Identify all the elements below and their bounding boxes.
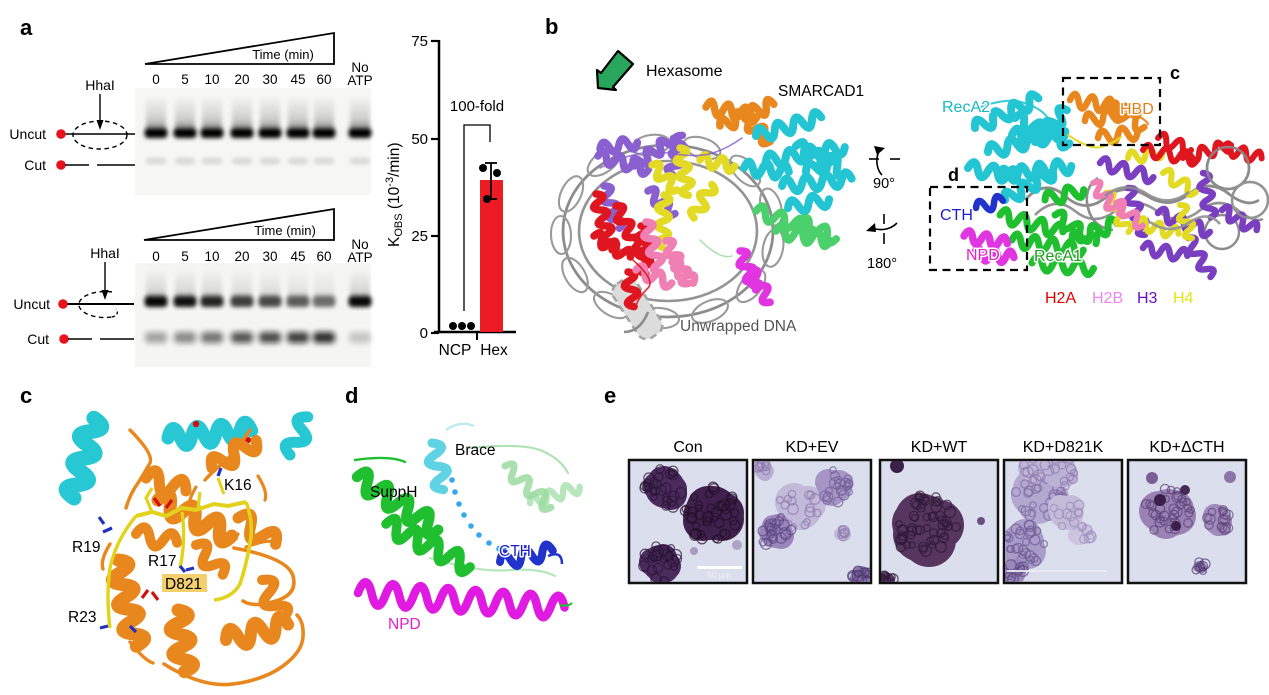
svg-text:R19: R19 [72,539,100,556]
svg-text:ATP: ATP [347,250,372,265]
svg-text:NPD: NPD [388,616,421,633]
svg-text:R17: R17 [148,553,176,570]
svg-text:90°: 90° [873,176,895,192]
svg-text:H2B: H2B [1092,290,1123,307]
svg-text:d: d [948,165,959,185]
svg-text:c: c [20,383,32,408]
svg-text:K16: K16 [224,477,252,494]
svg-text:H4: H4 [1173,290,1194,307]
svg-text:KD+WT: KD+WT [911,439,968,456]
svg-text:NCP: NCP [439,342,472,359]
svg-text:30: 30 [262,249,277,264]
svg-text:0: 0 [152,249,160,264]
svg-text:Con: Con [673,439,702,456]
svg-text:No: No [351,237,368,252]
svg-text:75: 75 [411,33,428,50]
svg-text:30: 30 [262,72,277,87]
svg-text:10: 10 [204,249,219,264]
svg-text:60: 60 [316,72,331,87]
svg-text:45: 45 [290,72,305,87]
svg-text:0: 0 [152,72,160,87]
svg-text:0: 0 [420,325,428,342]
svg-text:a: a [20,15,33,40]
svg-text:45: 45 [290,249,305,264]
svg-text:Time (min): Time (min) [254,223,316,238]
svg-text:Time (min): Time (min) [252,47,314,62]
svg-text:50: 50 [411,131,428,148]
svg-text:SuppH: SuppH [370,484,417,501]
svg-text:KD+EV: KD+EV [786,439,839,456]
svg-text:CTH: CTH [499,543,531,560]
svg-text:5: 5 [181,72,189,87]
svg-text:H2A: H2A [1045,290,1076,307]
svg-text:HhaI: HhaI [90,245,120,261]
svg-text:Cut: Cut [24,157,46,173]
svg-text:CTH: CTH [940,207,973,224]
svg-text:HhaI: HhaI [85,77,115,93]
svg-text:Hex: Hex [480,342,508,359]
svg-text:NPD: NPD [966,247,1000,264]
svg-text:D821: D821 [165,576,202,593]
svg-text:HBD: HBD [1120,101,1154,118]
svg-text:5: 5 [181,249,189,264]
svg-text:Brace: Brace [455,442,496,459]
svg-text:Uncut: Uncut [9,126,46,142]
svg-text:SMARCAD1: SMARCAD1 [778,83,864,100]
svg-text:b: b [545,14,558,39]
svg-text:c: c [1170,63,1180,83]
svg-text:e: e [604,383,616,408]
svg-text:25: 25 [411,228,428,245]
svg-text:Unwrapped DNA: Unwrapped DNA [680,318,797,335]
svg-text:H3: H3 [1137,290,1158,307]
svg-text:RecA1: RecA1 [1034,248,1082,265]
svg-text:10: 10 [204,72,219,87]
svg-text:ATP: ATP [347,73,372,88]
svg-text:20: 20 [234,72,249,87]
svg-text:100-fold: 100-fold [450,98,504,115]
svg-text:R23: R23 [68,609,96,626]
svg-text:60: 60 [316,249,331,264]
svg-text:180°: 180° [867,256,897,272]
svg-text:No: No [351,60,368,75]
svg-text:KD+D821K: KD+D821K [1023,439,1104,456]
svg-text:RecA2: RecA2 [942,99,990,116]
svg-text:d: d [345,383,358,408]
svg-text:Hexasome: Hexasome [646,63,723,80]
svg-text:KD+ΔCTH: KD+ΔCTH [1149,439,1224,456]
svg-text:20: 20 [234,249,249,264]
svg-text:Uncut: Uncut [13,296,50,312]
svg-text:Cut: Cut [27,331,49,347]
svg-text:50 μm: 50 μm [707,570,731,580]
